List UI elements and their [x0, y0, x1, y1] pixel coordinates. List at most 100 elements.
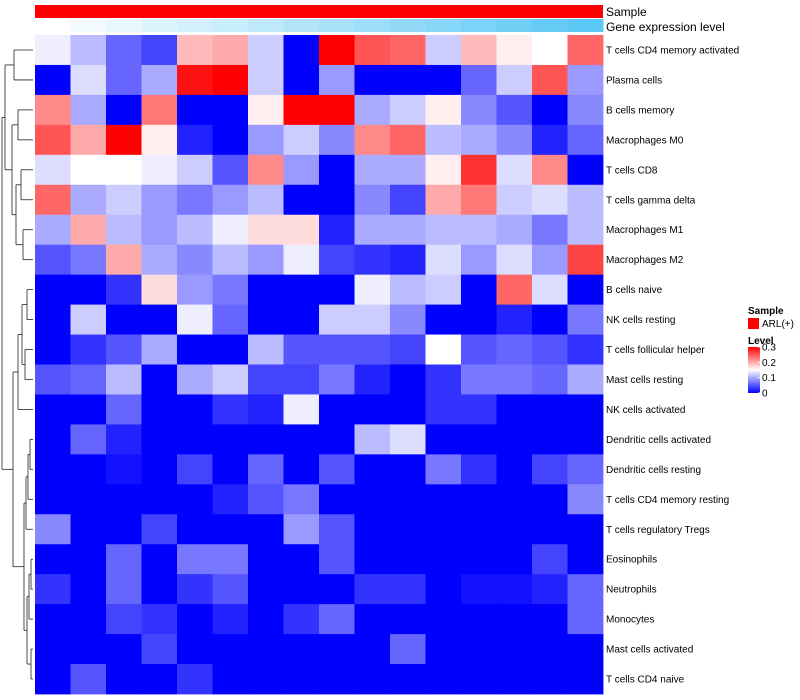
- row-label: T cells CD4 naive: [606, 675, 685, 686]
- heatmap-cell: [177, 94, 213, 126]
- heatmap-cell: [141, 94, 178, 126]
- heatmap-cell: [212, 544, 249, 575]
- heatmap-cell: [70, 274, 107, 305]
- heatmap-cell: [212, 454, 249, 485]
- heatmap-cell: [319, 364, 355, 395]
- heatmap-cell: [141, 544, 178, 575]
- heatmap-cell: [461, 304, 497, 335]
- row-label: Macrophages M1: [606, 225, 684, 236]
- heatmap-cell: [283, 484, 320, 515]
- heatmap-cell: [532, 574, 568, 605]
- heatmap-cell: [319, 634, 355, 665]
- heatmap-cell: [141, 664, 178, 695]
- heatmap-cell: [354, 154, 391, 186]
- heatmap-cell: [177, 454, 213, 485]
- heatmap-cell: [106, 244, 142, 276]
- heatmap-cell: [70, 124, 107, 156]
- row-label: T cells follicular helper: [606, 345, 705, 356]
- heatmap-cell: [354, 604, 391, 635]
- heatmap-cell: [425, 35, 462, 66]
- heatmap-cell: [496, 454, 533, 485]
- heatmap-cell: [106, 94, 142, 126]
- heatmap-cell: [319, 214, 355, 246]
- heatmap-cell: [354, 664, 391, 695]
- heatmap-cell: [425, 574, 462, 605]
- heatmap-cell: [177, 364, 213, 395]
- row-label: Monocytes: [606, 615, 654, 626]
- heatmap-cell: [319, 424, 355, 455]
- row-dendrogram: [1, 49, 33, 680]
- heatmap-cell: [425, 64, 462, 96]
- annotation-expression-bar: [35, 19, 604, 32]
- expression-annotation-cell: [532, 19, 568, 32]
- row-label: T cells CD4 memory resting: [606, 495, 729, 506]
- heatmap-cell: [567, 274, 604, 305]
- heatmap-cell: [390, 124, 426, 156]
- legend-sample-entry: ARL(+): [762, 319, 794, 330]
- row-label: B cells naive: [606, 285, 663, 296]
- heatmap-cell: [212, 364, 249, 395]
- heatmap-cell: [354, 334, 391, 365]
- heatmap-cell: [70, 244, 107, 276]
- heatmap-cell: [248, 304, 284, 335]
- heatmap-cell: [461, 634, 497, 665]
- heatmap-cell: [177, 35, 213, 66]
- heatmap-cell: [70, 214, 107, 246]
- heatmap-cell: [461, 364, 497, 395]
- heatmap-cell: [106, 394, 142, 425]
- heatmap-cell: [532, 604, 568, 635]
- heatmap-cell: [319, 35, 355, 66]
- heatmap-cell: [567, 124, 604, 156]
- heatmap-cell: [532, 664, 568, 695]
- heatmap-cell: [106, 544, 142, 575]
- heatmap-cell: [532, 35, 568, 66]
- heatmap-cell: [141, 364, 178, 395]
- heatmap-cell: [390, 244, 426, 276]
- heatmap-cell: [390, 394, 426, 425]
- heatmap-cell: [283, 214, 320, 246]
- heatmap-cell: [532, 184, 568, 216]
- legend-tick-label: 0.2: [762, 358, 776, 369]
- heatmap-cell: [283, 274, 320, 305]
- expression-annotation-cell: [461, 19, 497, 32]
- heatmap-cell: [567, 364, 604, 395]
- heatmap-cell: [283, 35, 320, 66]
- heatmap-cell: [532, 154, 568, 186]
- heatmap-cell: [106, 364, 142, 395]
- heatmap-cell: [319, 274, 355, 305]
- heatmap-cell: [319, 484, 355, 515]
- legend-sample-swatch: [748, 318, 759, 329]
- heatmap-cell: [70, 454, 107, 485]
- legend-level-ticks: 0.3 0.2 0.1 0: [758, 343, 776, 400]
- heatmap-cell: [141, 184, 178, 216]
- heatmap-cell: [177, 274, 213, 305]
- heatmap-cell: [70, 634, 107, 665]
- heatmap-cell: [106, 35, 142, 66]
- heatmap-cell: [425, 544, 462, 575]
- heatmap-cell: [567, 604, 604, 635]
- heatmap-cell: [212, 514, 249, 545]
- heatmap-cell: [283, 604, 320, 635]
- heatmap-cell: [283, 574, 320, 605]
- heatmap-cell: [35, 35, 71, 66]
- heatmap-cell: [390, 274, 426, 305]
- heatmap-cell: [425, 154, 462, 186]
- heatmap-cell: [106, 484, 142, 515]
- heatmap-cell: [106, 304, 142, 335]
- heatmap-cell: [106, 424, 142, 455]
- heatmap-cell: [212, 664, 249, 695]
- heatmap-cell: [248, 94, 284, 126]
- heatmap-cell: [212, 484, 249, 515]
- legend-tick-label: 0: [762, 389, 768, 400]
- heatmap-cell: [532, 544, 568, 575]
- heatmap-cell: [354, 35, 391, 66]
- heatmap-cell: [567, 664, 604, 695]
- expression-annotation-cell: [177, 19, 213, 32]
- heatmap-cell: [532, 124, 568, 156]
- heatmap-cell: [461, 664, 497, 695]
- heatmap-cell: [532, 394, 568, 425]
- heatmap-cell: [390, 454, 426, 485]
- heatmap-cell: [532, 274, 568, 305]
- heatmap-cell: [212, 574, 249, 605]
